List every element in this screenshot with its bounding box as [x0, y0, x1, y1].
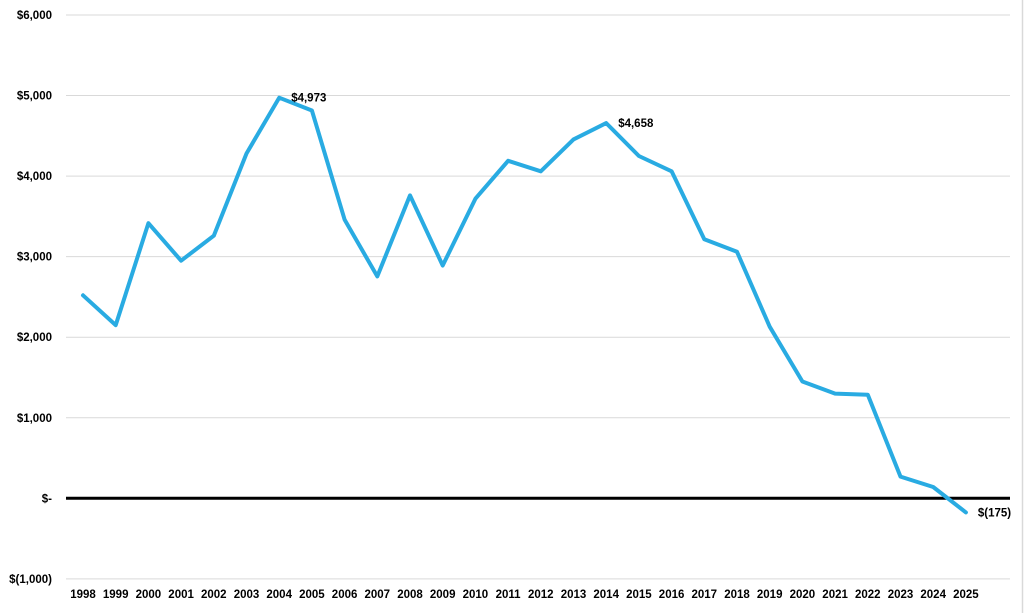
x-axis-label: 2024 [920, 589, 946, 601]
x-axis-label: 2003 [234, 589, 260, 601]
x-axis-label: 2005 [299, 589, 325, 601]
series-line [81, 95, 968, 515]
y-axis-label: $(1,000) [9, 574, 52, 586]
y-axis-label: $6,000 [17, 10, 52, 22]
x-axis-label: 2001 [168, 589, 194, 601]
x-axis-label: 2023 [888, 589, 914, 601]
x-axis-label: 2011 [496, 589, 522, 601]
y-axis-label: $2,000 [17, 332, 52, 344]
x-axis-label: 2012 [528, 589, 554, 601]
x-axis-label: 2014 [593, 589, 619, 601]
x-axis-label: 2013 [561, 589, 587, 601]
x-axis-label: 2018 [724, 589, 750, 601]
x-axis-label: 2010 [463, 589, 489, 601]
data-label: $4,658 [618, 118, 654, 130]
x-axis-label: 2017 [692, 589, 718, 601]
x-axis-label: 2016 [659, 589, 685, 601]
x-axis-label: 2015 [626, 589, 652, 601]
x-axis-label: 2025 [953, 589, 979, 601]
x-axis-label: 2008 [397, 589, 423, 601]
x-axis-label: 2006 [332, 589, 358, 601]
data-label: $4,973 [291, 93, 326, 105]
y-axis-label: $4,000 [17, 171, 52, 183]
x-axis-label: 2002 [201, 589, 227, 601]
y-axis-label: $3,000 [17, 252, 52, 264]
y-axis-label: $5,000 [17, 91, 52, 103]
x-axis-label: 2000 [136, 589, 162, 601]
x-axis-label: 2019 [757, 589, 783, 601]
x-axis-label: 2022 [855, 589, 881, 601]
x-axis-label: 2004 [266, 589, 292, 601]
y-axis-label: $1,000 [17, 413, 52, 425]
x-axis-label: 1998 [70, 589, 96, 601]
x-axis-label: 2007 [365, 589, 391, 601]
x-axis-label: 2020 [790, 589, 816, 601]
y-axis-label: $- [42, 493, 52, 505]
x-axis-label: 1999 [103, 589, 129, 601]
x-axis-label: 2009 [430, 589, 456, 601]
data-label: $(175) [978, 507, 1011, 519]
x-axis-label: 2021 [822, 589, 848, 601]
